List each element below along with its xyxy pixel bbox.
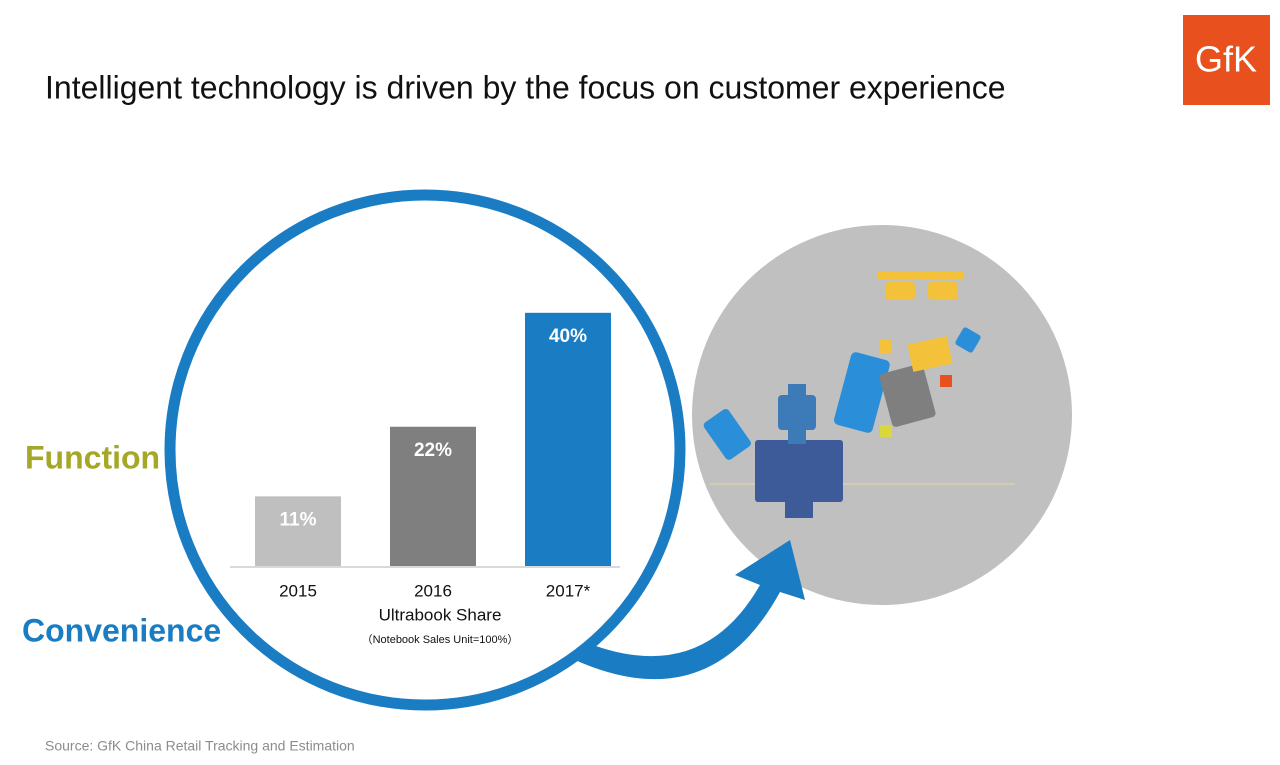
app [940,375,952,387]
laptop [907,336,953,372]
chart-subtitle: （Notebook Sales Unit=100%） [362,633,519,646]
monitor-stand [785,500,813,518]
value-label: 40% [549,326,587,347]
glasses-lens [885,282,915,300]
x-tick-label: 2015 [279,581,317,600]
bar [255,496,341,566]
device-circle [692,225,1072,605]
monitor [755,440,843,502]
value-label: 22% [414,440,452,461]
logo: GfK [1195,39,1257,80]
function-label: Function [25,439,160,475]
icons [703,272,981,518]
tablet [879,363,936,427]
bar [525,312,611,566]
convenience-label: Convenience [22,612,221,648]
x-tick-label: 2016 [414,581,452,600]
bar [390,426,476,566]
wifi [955,327,981,353]
x-tick-label: 2017* [546,581,591,600]
app [880,340,892,354]
logo-box [1183,15,1270,105]
phone [703,408,751,460]
watch-band [788,384,806,444]
phone [833,352,890,433]
slide-title: Intelligent technology is driven by the … [45,69,1006,105]
glasses-lens [928,282,958,300]
app [880,425,892,437]
arrow [575,540,805,680]
x-axis-label: Ultrabook Share [379,605,502,624]
glasses [878,272,963,280]
value-label: 11% [280,509,317,530]
source: Source: GfK China Retail Tracking and Es… [45,738,355,754]
